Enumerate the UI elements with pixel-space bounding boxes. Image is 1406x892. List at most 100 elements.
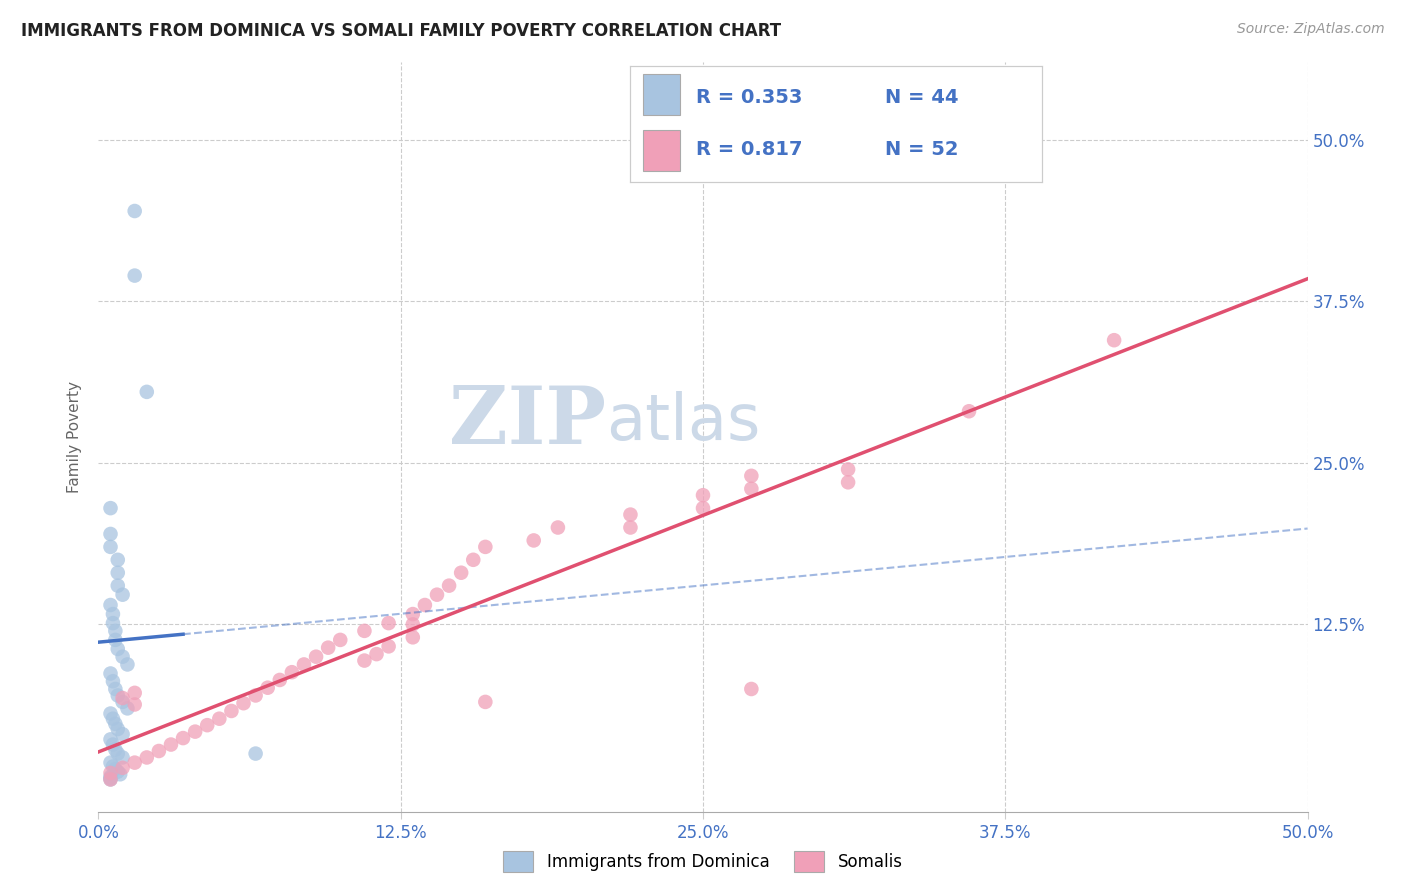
Point	[450, 566, 472, 580]
Legend: Immigrants from Dominica, Somalis: Immigrants from Dominica, Somalis	[496, 845, 910, 879]
Point	[135, 384, 157, 399]
Point	[232, 696, 254, 710]
Point	[100, 540, 122, 554]
Point	[107, 642, 129, 657]
Point	[100, 756, 122, 770]
Point	[100, 527, 122, 541]
Point	[101, 712, 124, 726]
Text: IMMIGRANTS FROM DOMINICA VS SOMALI FAMILY POVERTY CORRELATION CHART: IMMIGRANTS FROM DOMINICA VS SOMALI FAMIL…	[21, 22, 782, 40]
Point	[256, 681, 278, 695]
Point	[107, 689, 129, 703]
Point	[104, 632, 127, 647]
Point	[100, 766, 122, 780]
Point	[100, 772, 122, 787]
Point	[100, 501, 122, 516]
Point	[124, 698, 146, 712]
Point	[160, 738, 183, 752]
Point	[101, 607, 124, 621]
Point	[107, 747, 129, 761]
Point	[353, 654, 375, 668]
Point	[100, 598, 122, 612]
Point	[402, 617, 425, 632]
Point	[101, 738, 124, 752]
Point	[107, 553, 129, 567]
Point	[111, 750, 134, 764]
Point	[100, 772, 122, 787]
Point	[474, 695, 496, 709]
Point	[740, 468, 762, 483]
Point	[148, 744, 170, 758]
Point	[463, 553, 485, 567]
Point	[245, 689, 267, 703]
Point	[184, 724, 207, 739]
Point	[377, 616, 399, 631]
Point	[111, 761, 134, 775]
Point	[523, 533, 546, 548]
Point	[108, 767, 131, 781]
Text: Source: ZipAtlas.com: Source: ZipAtlas.com	[1237, 22, 1385, 37]
Point	[100, 706, 122, 721]
Point	[104, 742, 127, 756]
Point	[135, 750, 157, 764]
Point	[221, 704, 243, 718]
Point	[353, 624, 375, 638]
Point	[437, 579, 460, 593]
Point	[107, 764, 129, 779]
Point	[100, 771, 122, 785]
Point	[101, 759, 124, 773]
Point	[101, 616, 124, 631]
Point	[172, 731, 194, 745]
Point	[124, 756, 146, 770]
Point	[619, 508, 641, 522]
Point	[837, 475, 859, 490]
Point	[740, 681, 762, 696]
Point	[316, 640, 339, 655]
Point	[474, 540, 496, 554]
Text: ZIP: ZIP	[450, 383, 606, 461]
Point	[269, 673, 291, 687]
Text: atlas: atlas	[606, 391, 761, 453]
Point	[100, 666, 122, 681]
Point	[100, 732, 122, 747]
Point	[292, 657, 315, 672]
Point	[104, 681, 127, 696]
Point	[104, 762, 127, 776]
Point	[124, 204, 146, 219]
Y-axis label: Family Poverty: Family Poverty	[67, 381, 83, 493]
Point	[111, 691, 134, 706]
Point	[329, 632, 352, 647]
Point	[837, 462, 859, 476]
Point	[692, 488, 714, 502]
Point	[107, 722, 129, 736]
Point	[245, 747, 267, 761]
Point	[111, 649, 134, 664]
Point	[547, 520, 569, 534]
Point	[111, 695, 134, 709]
Point	[740, 482, 762, 496]
Point	[117, 701, 139, 715]
Point	[402, 607, 425, 621]
Point	[426, 588, 449, 602]
Point	[100, 770, 122, 784]
Point	[104, 624, 127, 638]
Point	[104, 717, 127, 731]
Point	[692, 501, 714, 516]
Point	[957, 404, 980, 418]
Point	[402, 630, 425, 644]
Point	[377, 640, 399, 654]
Point	[208, 712, 231, 726]
Point	[111, 588, 134, 602]
Point	[1102, 333, 1125, 347]
Point	[124, 268, 146, 283]
Point	[413, 598, 436, 612]
Point	[366, 647, 388, 661]
Point	[107, 566, 129, 580]
Point	[124, 686, 146, 700]
Point	[117, 657, 139, 672]
Point	[281, 665, 304, 680]
Point	[107, 579, 129, 593]
Point	[111, 727, 134, 741]
Point	[101, 674, 124, 689]
Point	[305, 649, 328, 664]
Point	[619, 520, 641, 534]
